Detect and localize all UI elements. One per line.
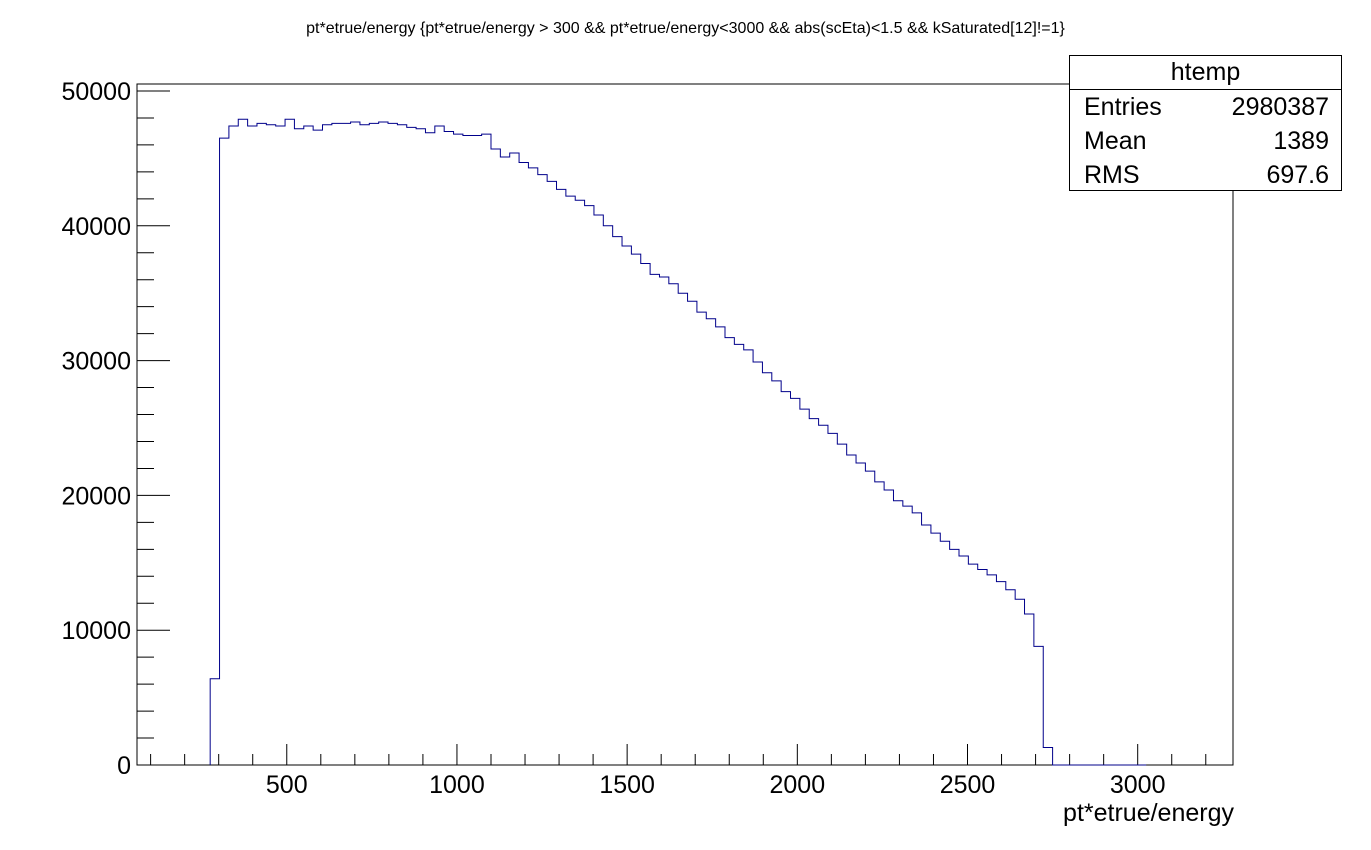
stats-row-entries: Entries 2980387 bbox=[1070, 90, 1341, 124]
stats-row-rms: RMS 697.6 bbox=[1070, 158, 1341, 192]
y-tick-label: 10000 bbox=[61, 617, 131, 645]
x-tick-label: 3000 bbox=[1110, 771, 1166, 799]
y-tick-label: 20000 bbox=[61, 482, 131, 510]
y-tick-label: 30000 bbox=[61, 348, 131, 376]
stats-value: 2980387 bbox=[1231, 93, 1329, 121]
y-tick-label: 40000 bbox=[61, 213, 131, 241]
y-axis: 0 10000 20000 30000 40000 50000 bbox=[61, 78, 170, 780]
stats-value: 697.6 bbox=[1266, 161, 1329, 189]
stats-row-mean: Mean 1389 bbox=[1070, 124, 1341, 158]
stats-label: RMS bbox=[1084, 161, 1140, 189]
stats-label: Mean bbox=[1084, 127, 1147, 155]
plot-frame bbox=[136, 83, 1234, 766]
x-tick-label: 2500 bbox=[940, 771, 996, 799]
stats-value: 1389 bbox=[1273, 127, 1329, 155]
stats-label: Entries bbox=[1084, 93, 1162, 121]
histogram-line bbox=[209, 118, 1147, 766]
x-tick-label: 1000 bbox=[429, 771, 485, 799]
stats-box: htemp Entries 2980387 Mean 1389 RMS 697.… bbox=[1069, 55, 1342, 191]
stats-histogram-name: htemp bbox=[1070, 56, 1341, 90]
chart-title: pt*etrue/energy {pt*etrue/energy > 300 &… bbox=[306, 20, 1065, 37]
x-tick-label: 2000 bbox=[770, 771, 826, 799]
y-tick-label: 50000 bbox=[61, 78, 131, 106]
y-tick-label: 0 bbox=[117, 752, 131, 780]
x-tick-label: 1500 bbox=[599, 771, 655, 799]
x-axis: 500 1000 1500 2000 2500 3000 bbox=[150, 744, 1207, 799]
x-tick-label: 500 bbox=[266, 771, 308, 799]
x-axis-label: pt*etrue/energy bbox=[1063, 799, 1234, 827]
